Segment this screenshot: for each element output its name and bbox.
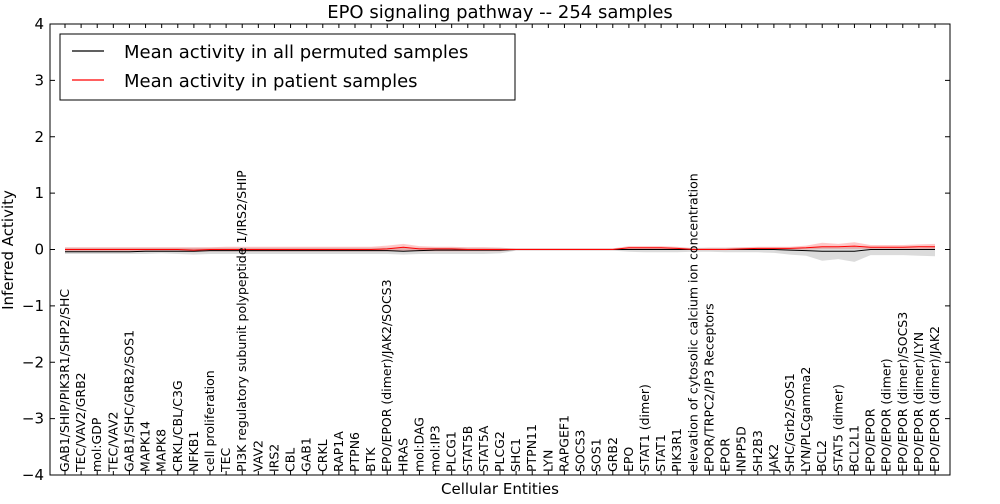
- x-tick-label: mol:DAG: [411, 417, 426, 472]
- y-tick-label: −1: [22, 297, 44, 315]
- x-tick-label: BTK: [363, 447, 378, 472]
- x-tick-label: EPO/EPOR (dimer)/JAK2: [927, 326, 942, 472]
- x-tick-label: PTPN11: [524, 424, 539, 472]
- x-tick-label: BCL2L1: [846, 425, 861, 472]
- x-tick-label: SOS1: [589, 438, 604, 472]
- x-tick-label: GRB2: [605, 437, 620, 472]
- x-tick-label: INPP5D: [734, 426, 749, 472]
- x-tick-label: VAV2: [250, 440, 265, 472]
- x-tick-label: PLCG1: [444, 431, 459, 472]
- series-line-patient: [65, 245, 935, 251]
- legend-box: [59, 33, 516, 101]
- x-tick-label: PLCG2: [492, 431, 507, 472]
- x-tick-label: SOCS3: [573, 430, 588, 472]
- series-line-permuted: [65, 249, 935, 253]
- x-tick-label: RAP1A: [331, 431, 346, 472]
- x-tick-label: IRS2: [266, 444, 281, 472]
- x-tick-label: SHC1: [508, 438, 523, 472]
- y-tick-label: 0: [34, 241, 44, 259]
- x-tick-label: SH2B3: [750, 430, 765, 472]
- x-tick-label: TEC: [218, 447, 233, 473]
- x-tick-label: PI3K regulatory subunit polypeptide 1/IR…: [234, 170, 249, 472]
- x-tick-label: EPO/EPOR (dimer)/LYN: [911, 332, 926, 472]
- x-tick-label: SHC/Grb2/SOS1: [782, 373, 797, 472]
- x-tick-label: STAT5 (dimer): [830, 384, 845, 472]
- x-tick-label: PIK3R1: [669, 428, 684, 472]
- x-tick-label: EPOR: [718, 438, 733, 472]
- x-tick-label: elevation of cytosolic calcium ion conce…: [685, 173, 700, 472]
- x-tick-label: GAB1: [299, 437, 314, 472]
- x-tick-label: TEC/VAV2: [105, 412, 120, 473]
- x-tick-label: PTPN6: [347, 432, 362, 472]
- x-tick-labels: GAB1/SHIP/PIK3R1/SHP2/SHC TEC/VAV2/GRB2 mo…: [57, 170, 942, 473]
- x-tick-label: mol:GDP: [89, 417, 104, 472]
- x-tick-label: mol:IP3: [428, 425, 443, 472]
- x-tick-label: STAT1: [653, 434, 668, 472]
- x-tick-label: EPO/EPOR (dimer)/JAK2/SOCS3: [379, 279, 394, 472]
- legend-label-patient: Mean activity in patient samples: [124, 71, 418, 92]
- ticks-layer: −4 −3 −2 −1 0 1 2 3 4: [22, 15, 950, 484]
- x-tick-label: STAT5B: [460, 426, 475, 472]
- x-tick-label: EPOR/TRPC2/IP3 Receptors: [701, 303, 716, 472]
- x-tick-label: JAK2: [766, 444, 781, 473]
- x-tick-label: LYN/PLCgamma2: [798, 367, 813, 472]
- y-tick-label: 1: [34, 184, 44, 202]
- x-tick-label: TEC/VAV2/GRB2: [73, 372, 88, 473]
- x-tick-label: CBL: [283, 448, 298, 472]
- x-tick-label: EPO: [621, 447, 636, 472]
- y-tick-label: 4: [34, 15, 44, 33]
- chart-title: EPO signaling pathway -- 254 samples: [327, 2, 673, 23]
- x-tick-label: EPO/EPOR (dimer)/SOCS3: [895, 312, 910, 472]
- y-axis-label: Inferred Activity: [0, 190, 17, 310]
- x-tick-label: CRKL/CBL/C3G: [170, 380, 185, 472]
- x-tick-label: cell proliferation: [202, 370, 217, 472]
- y-tick-label: −4: [22, 466, 44, 484]
- x-tick-label: STAT1 (dimer): [637, 384, 652, 472]
- legend-label-permuted: Mean activity in all permuted samples: [124, 42, 468, 63]
- legend: Mean activity in all permuted samples Me…: [59, 33, 516, 101]
- bands-layer: [65, 242, 935, 262]
- x-tick-label: GAB1/SHIP/PIK3R1/SHP2/SHC: [57, 289, 72, 472]
- y-tick-label: 2: [34, 128, 44, 146]
- x-tick-label: MAPK8: [154, 429, 169, 472]
- y-tick-label: −3: [22, 410, 44, 428]
- x-tick-label: STAT5A: [476, 425, 491, 472]
- x-tick-label: GAB1/SHC/GRB2/SOS1: [121, 330, 136, 472]
- x-tick-label: HRAS: [395, 438, 410, 472]
- plot-frame: [49, 23, 951, 476]
- x-axis-label: Cellular Entities: [441, 480, 559, 498]
- x-tick-label: NFKB1: [186, 431, 201, 472]
- x-tick-label: EPO/EPOR: [863, 408, 878, 472]
- x-tick-label: CRKL: [315, 439, 330, 472]
- x-tick-label: EPO/EPOR (dimer): [879, 358, 894, 472]
- lines-layer: [65, 245, 935, 253]
- y-tick-label: 3: [34, 71, 44, 89]
- x-tick-label: LYN: [540, 450, 555, 472]
- x-tick-label: MAPK14: [138, 421, 153, 472]
- x-tick-label: RAPGEF1: [556, 415, 571, 472]
- x-tick-label: BCL2: [814, 440, 829, 472]
- y-tick-label: −2: [22, 353, 44, 371]
